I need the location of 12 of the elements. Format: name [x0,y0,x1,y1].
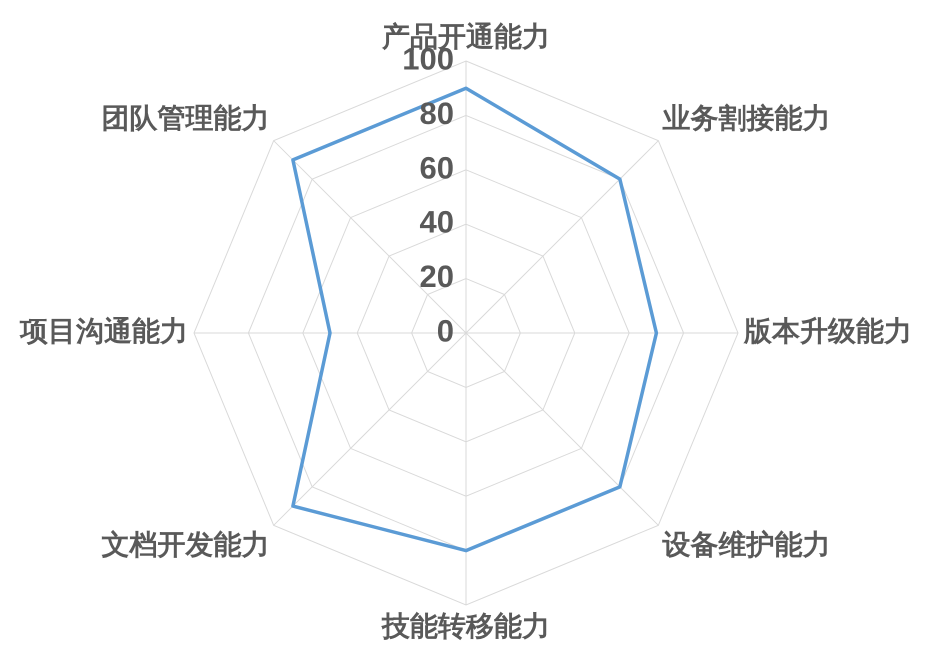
y-tick-label: 80 [420,96,454,131]
spoke-label: 团队管理能力 [101,102,270,134]
spoke-label: 项目沟通能力 [19,316,188,347]
y-tick-label: 60 [420,150,454,186]
spoke-label: 技能转移能力 [381,610,550,642]
y-tick-label: 20 [420,259,454,294]
spoke-label: 文档开发能力 [101,529,270,560]
spoke-label: 版本升级能力 [743,316,912,347]
spoke-label: 设备维护能力 [662,529,831,560]
y-tick-label: 0 [436,314,454,349]
y-tick-label: 40 [420,204,454,240]
spoke-label: 业务割接能力 [662,102,831,134]
